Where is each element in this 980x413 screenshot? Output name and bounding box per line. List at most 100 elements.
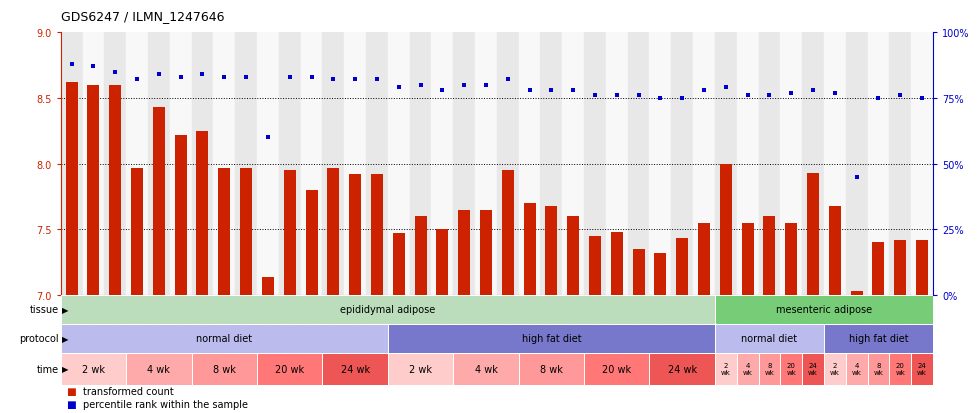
Bar	[388, 33, 410, 295]
Bar	[655, 253, 666, 295]
Bar	[916, 240, 928, 295]
Bar	[475, 33, 497, 295]
Bar	[453, 353, 518, 385]
Bar	[650, 353, 715, 385]
Bar	[584, 353, 650, 385]
Bar	[627, 33, 650, 295]
Bar	[240, 168, 252, 295]
Bar	[802, 353, 824, 385]
Bar	[459, 210, 470, 295]
Text: percentile rank within the sample: percentile rank within the sample	[83, 399, 248, 409]
Bar	[606, 33, 627, 295]
Bar	[126, 33, 148, 295]
Bar	[262, 277, 273, 295]
Text: 20 wk: 20 wk	[603, 364, 631, 374]
Bar	[567, 216, 579, 295]
Bar	[371, 175, 383, 295]
Bar	[431, 33, 453, 295]
Text: 24 wk: 24 wk	[341, 364, 369, 374]
Bar	[87, 85, 99, 295]
Point	[282, 74, 298, 81]
Bar	[257, 353, 322, 385]
Text: epididymal adipose: epididymal adipose	[340, 305, 435, 315]
Point	[238, 74, 254, 81]
Bar	[802, 33, 824, 295]
Bar	[780, 353, 802, 385]
Bar	[131, 168, 143, 295]
Point	[129, 77, 145, 83]
Bar	[66, 83, 77, 295]
Bar	[541, 33, 563, 295]
Text: 24
wk: 24 wk	[917, 363, 927, 375]
Bar	[693, 33, 715, 295]
Bar	[192, 353, 257, 385]
Text: ■: ■	[66, 387, 75, 396]
Bar	[846, 33, 867, 295]
Text: 2 wk: 2 wk	[409, 364, 432, 374]
Text: 2
wk: 2 wk	[830, 363, 840, 375]
Bar	[872, 243, 884, 295]
Point	[195, 72, 211, 78]
Bar	[61, 353, 126, 385]
Bar	[322, 33, 344, 295]
Point	[457, 82, 472, 89]
Text: GDS6247 / ILMN_1247646: GDS6247 / ILMN_1247646	[61, 10, 224, 23]
Bar	[676, 239, 688, 295]
Text: normal diet: normal diet	[196, 334, 253, 344]
Bar	[895, 240, 906, 295]
Bar	[104, 33, 126, 295]
Point	[500, 77, 515, 83]
Bar	[671, 33, 693, 295]
Bar	[257, 33, 279, 295]
Text: 24 wk: 24 wk	[667, 364, 697, 374]
Bar	[82, 33, 105, 295]
Bar	[148, 33, 170, 295]
Point	[761, 93, 777, 99]
Point	[806, 88, 821, 94]
Bar	[110, 85, 122, 295]
Bar	[650, 33, 671, 295]
Bar	[715, 353, 737, 385]
Bar	[410, 33, 431, 295]
Bar	[737, 33, 759, 295]
Point	[631, 93, 647, 99]
Bar	[436, 230, 448, 295]
Bar	[698, 223, 710, 295]
Point	[217, 74, 232, 81]
Point	[893, 93, 908, 99]
Bar	[502, 171, 514, 295]
Bar	[546, 206, 558, 295]
Point	[85, 64, 101, 71]
Point	[434, 88, 450, 94]
Bar	[497, 33, 518, 295]
Text: mesenteric adipose: mesenteric adipose	[776, 305, 872, 315]
Text: 2
wk: 2 wk	[721, 363, 731, 375]
Text: tissue: tissue	[29, 305, 59, 315]
Text: high fat diet: high fat diet	[521, 334, 581, 344]
Text: 4
wk: 4 wk	[743, 363, 753, 375]
Bar	[890, 33, 911, 295]
Text: 20
wk: 20 wk	[896, 363, 906, 375]
Bar	[715, 324, 824, 353]
Bar	[780, 33, 802, 295]
Bar	[327, 168, 339, 295]
Bar	[197, 131, 209, 295]
Point	[696, 88, 711, 94]
Point	[413, 82, 428, 89]
Bar	[174, 135, 186, 295]
Bar	[715, 33, 737, 295]
Point	[674, 95, 690, 102]
Point	[151, 72, 167, 78]
Point	[304, 74, 319, 81]
Bar	[349, 175, 361, 295]
Point	[108, 69, 123, 76]
Point	[740, 93, 756, 99]
Text: 8
wk: 8 wk	[764, 363, 774, 375]
Bar	[911, 33, 933, 295]
Point	[653, 95, 668, 102]
Text: time: time	[36, 364, 59, 374]
Bar	[61, 295, 715, 324]
Bar	[742, 223, 754, 295]
Bar	[306, 190, 318, 295]
Point	[718, 85, 734, 91]
